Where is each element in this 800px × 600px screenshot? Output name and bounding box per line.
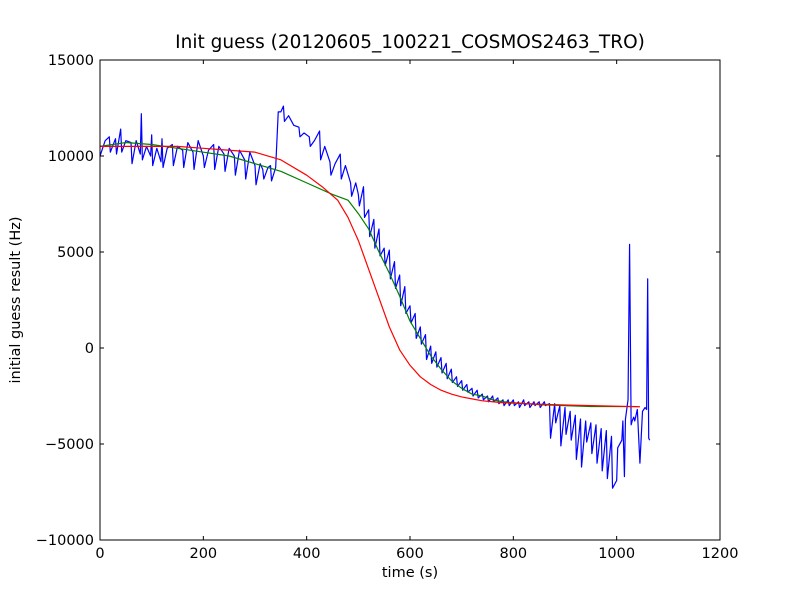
y-tick-label: 5000 [57, 245, 94, 261]
x-tick-label: 1000 [598, 546, 635, 562]
chart-title: Init guess (20120605_100221_COSMOS2463_T… [175, 32, 645, 53]
y-tick-label: 0 [85, 341, 94, 357]
y-tick-label: −5000 [45, 437, 94, 453]
y-tick-label: 15000 [48, 53, 94, 69]
x-tick-label: 1200 [702, 546, 739, 562]
x-tick-label: 400 [293, 546, 321, 562]
y-tick-label: 10000 [48, 149, 94, 165]
x-tick-label: 800 [499, 546, 527, 562]
x-tick-label: 600 [396, 546, 424, 562]
plot-lines [99, 105, 651, 489]
y-tick-label: −10000 [36, 533, 94, 549]
x-tick-label: 200 [189, 546, 217, 562]
x-axis-label: time (s) [382, 565, 438, 581]
series-line-0 [99, 105, 651, 489]
x-ticks: 0 200 400 600 800 1000 1200 [95, 60, 738, 562]
y-axis-label: initial guess result (Hz) [8, 217, 24, 384]
y-ticks: −10000 −5000 0 5000 10000 15000 [36, 53, 720, 549]
x-tick-label: 0 [95, 546, 104, 562]
series-line-2 [100, 145, 640, 408]
